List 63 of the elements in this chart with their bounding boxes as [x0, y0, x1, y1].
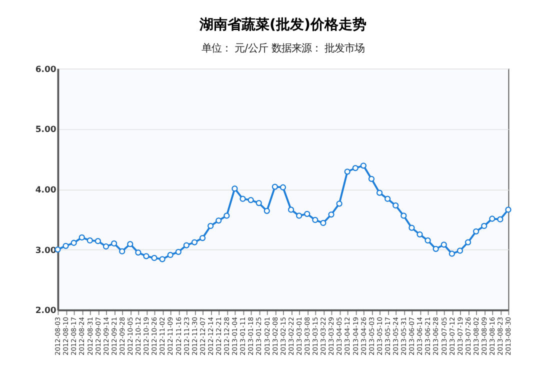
point: [288, 206, 294, 213]
point: [62, 242, 69, 249]
point: [224, 212, 230, 219]
point: [448, 250, 456, 257]
point: [296, 212, 302, 219]
y-tick-label: 5.00: [35, 125, 56, 136]
point: [489, 216, 496, 222]
point: [183, 242, 190, 248]
point: [368, 176, 375, 182]
chart-subtitle: 单位： 元/公斤 数据来源： 批发市场: [201, 42, 365, 54]
point: [360, 162, 367, 169]
y-tick-label: 6.00: [35, 64, 56, 75]
point: [240, 196, 246, 202]
point: [256, 200, 262, 206]
chart-title: 湖南省蔬菜(批发)价格走势: [198, 16, 366, 33]
point: [408, 224, 415, 231]
point: [328, 211, 334, 218]
point: [432, 246, 439, 252]
point: [304, 210, 310, 217]
point: [191, 239, 198, 246]
point: [352, 164, 358, 172]
point: [159, 256, 166, 262]
point: [216, 217, 222, 224]
point: [78, 234, 85, 241]
point: [127, 241, 134, 248]
point: [248, 196, 254, 204]
y-tick-label: 4.00: [35, 185, 56, 196]
point: [505, 206, 512, 213]
point: [320, 220, 326, 226]
point: [86, 237, 93, 244]
point: [151, 254, 158, 262]
point: [497, 216, 504, 222]
point: [456, 248, 464, 254]
point: [232, 186, 238, 192]
point: [472, 228, 480, 234]
point: [272, 184, 278, 190]
y-tick-label: 3.00: [35, 246, 56, 256]
point: [376, 190, 383, 196]
y-tick-label: 2.00: [35, 306, 56, 316]
point: [344, 168, 350, 175]
point: [94, 238, 102, 244]
point: [464, 239, 472, 246]
point: [119, 248, 126, 254]
point: [102, 243, 110, 250]
point: [208, 222, 214, 230]
point: [424, 237, 431, 244]
point: [135, 249, 142, 256]
point: [167, 252, 174, 258]
point: [384, 196, 391, 202]
point: [336, 200, 342, 207]
point: [70, 240, 77, 246]
point: [312, 216, 318, 224]
point: [416, 231, 423, 238]
point: [440, 242, 447, 248]
point: [400, 212, 407, 219]
point: [392, 202, 399, 209]
point: [143, 253, 150, 260]
point: [264, 208, 270, 214]
point: [280, 184, 286, 190]
point: [175, 248, 182, 255]
point: [110, 240, 118, 247]
point: [481, 222, 488, 230]
point: [199, 234, 206, 242]
